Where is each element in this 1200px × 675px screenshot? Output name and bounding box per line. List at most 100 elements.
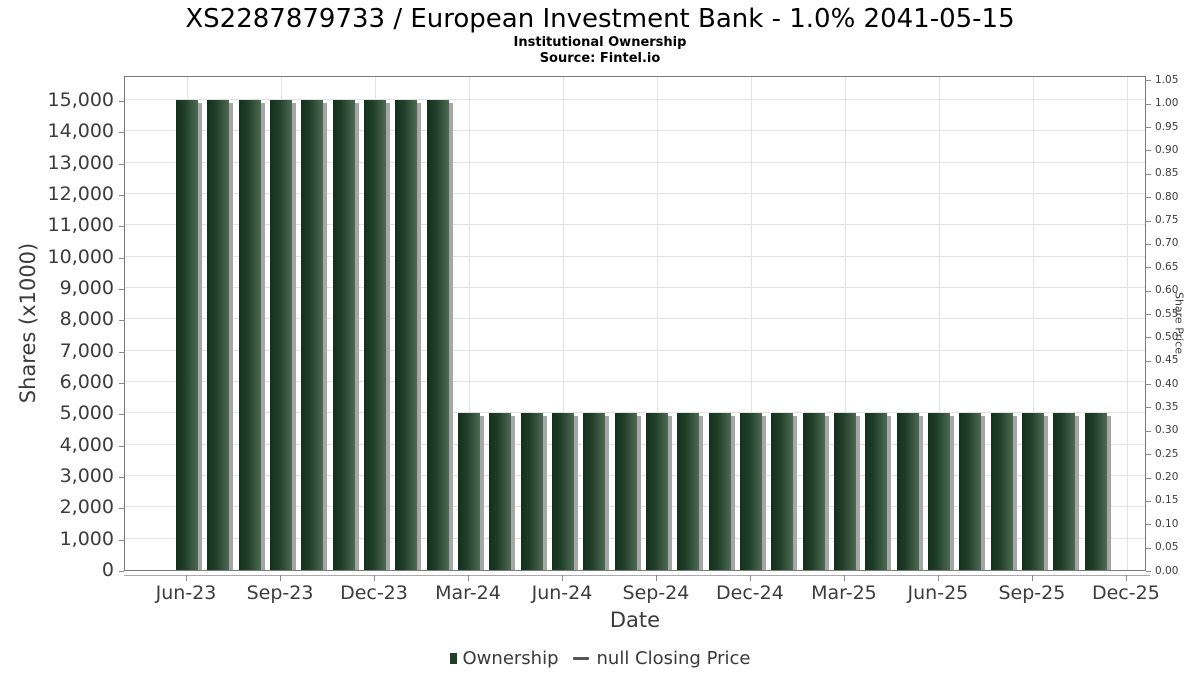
y-axis-tickmark-right [1146,337,1151,339]
y-axis-tick-label-left: 1,000 [59,527,114,550]
legend: Ownership null Closing Price [0,645,1200,671]
ownership-bar[interactable] [176,100,198,570]
ownership-bar[interactable] [1021,413,1044,570]
y-axis-tick-label-left: 0 [101,559,114,581]
y-axis-tickmark-left [119,289,124,291]
ownership-bar[interactable] [833,413,856,570]
ownership-bar[interactable] [332,100,355,570]
y-axis-tick-label-left: 7,000 [59,339,114,362]
y-axis-tick-label-left: 4,000 [59,433,114,456]
horizontal-gridline [125,99,1145,101]
y-axis-tickmark-right [1146,454,1151,456]
vertical-gridline [844,77,846,570]
ownership-bar[interactable] [614,413,637,570]
legend-item-closing-price[interactable]: null Closing Price [559,647,751,669]
y-axis-tickmark-right [1146,267,1151,269]
ownership-bar[interactable] [457,413,480,570]
ownership-bar[interactable] [771,413,794,570]
x-axis-line [124,575,1150,576]
horizontal-gridline [125,255,1145,257]
ownership-bar[interactable] [990,413,1013,570]
y-axis-tickmark-right [1146,430,1151,432]
y-axis-tick-label-right: 0.80 [1155,190,1179,203]
y-axis-tickmark-right [1146,314,1151,316]
y-axis-tickmark-left [119,383,124,385]
legend-item-ownership[interactable]: Ownership [449,648,559,669]
ownership-bar[interactable] [896,413,919,570]
ownership-bar[interactable] [802,413,825,570]
horizontal-gridline [125,318,1145,320]
ownership-bar[interactable] [927,413,950,570]
x-axis-tickmark [279,575,281,581]
ownership-bar[interactable] [739,413,762,570]
ownership-bar[interactable] [363,100,386,570]
ownership-bar[interactable] [269,100,292,570]
y-axis-tick-label-left: 13,000 [47,151,114,174]
vertical-gridline [1126,77,1128,570]
y-axis-tick-label-right: 0.45 [1155,354,1179,367]
y-axis-tick-label-right: 0.65 [1155,260,1179,273]
horizontal-gridline [125,224,1145,226]
y-axis-tickmark-left [119,414,124,416]
y-axis-tick-label-right: 0.10 [1155,517,1179,530]
x-axis-tickmark [1031,575,1033,581]
x-axis-tickmark [937,575,939,581]
y-axis-tickmark-right [1146,173,1151,175]
closing-price-legend-label: null Closing Price [596,647,751,669]
ownership-bar[interactable] [489,413,512,570]
ownership-bar[interactable] [645,413,668,570]
y-axis-tickmark-left [119,257,124,259]
y-axis-tick-label-left: 14,000 [47,120,114,143]
y-axis-tickmark-left [119,508,124,510]
y-axis-tickmark-right [1146,500,1151,502]
x-axis-tickmark [467,575,469,581]
y-axis-tick-label-right: 0.75 [1155,214,1179,227]
x-axis-tickmark [186,575,187,581]
ownership-bar[interactable] [1084,413,1107,570]
y-axis-tick-label-right: 0.85 [1155,167,1179,180]
ownership-bar[interactable] [959,413,982,570]
closing-price-line-marker-icon [572,656,589,660]
y-axis-tick-label-right: 0.50 [1155,330,1179,343]
x-axis-tick-label: Mar-24 [435,582,501,604]
x-axis-tick-label: Sep-24 [622,582,690,604]
x-axis-tickmark [1125,575,1127,581]
y-axis-tick-label-right: 0.15 [1155,494,1179,507]
y-axis-tickmark-right [1146,290,1151,292]
ownership-bar[interactable] [865,413,888,570]
y-axis-tick-label-left: 3,000 [59,465,114,487]
y-axis-tick-label-right: 0.25 [1155,447,1179,460]
y-axis-tickmark-right [1146,477,1151,479]
ownership-bar[interactable] [708,413,731,570]
ownership-bar[interactable] [238,100,261,570]
y-axis-tick-label-right: 0.20 [1155,471,1179,484]
y-axis-tickmark-right [1146,547,1151,549]
y-axis-tickmark-right [1146,197,1151,199]
y-axis-tickmark-right [1146,220,1151,222]
y-axis-tick-label-right: 0.60 [1155,284,1179,297]
ownership-bar[interactable] [520,413,543,570]
ownership-bar[interactable] [207,100,230,570]
y-axis-tick-label-right: 0.90 [1155,143,1179,156]
x-axis-tick-label: Dec-24 [716,582,784,604]
ownership-bar[interactable] [426,100,449,570]
x-axis-tick-label: Jun-24 [531,582,593,604]
y-axis-tickmark-left [119,477,124,478]
y-axis-tick-label-left: 9,000 [59,277,114,300]
ownership-bar[interactable] [583,413,606,570]
vertical-gridline [656,77,658,570]
y-axis-tickmark-right [1146,80,1151,82]
plot-area [124,76,1146,571]
ownership-bar[interactable] [301,100,324,570]
horizontal-gridline [125,161,1145,163]
ownership-bar[interactable] [551,413,574,570]
horizontal-gridline [125,349,1145,351]
y-axis-tick-label-left: 12,000 [47,183,114,206]
ownership-bar[interactable] [395,100,418,570]
vertical-gridline [750,77,752,570]
y-axis-tickmark-left [119,101,124,103]
ownership-bar[interactable] [1053,413,1076,570]
ownership-bar[interactable] [677,413,700,570]
y-axis-tickmark-left [119,571,124,572]
